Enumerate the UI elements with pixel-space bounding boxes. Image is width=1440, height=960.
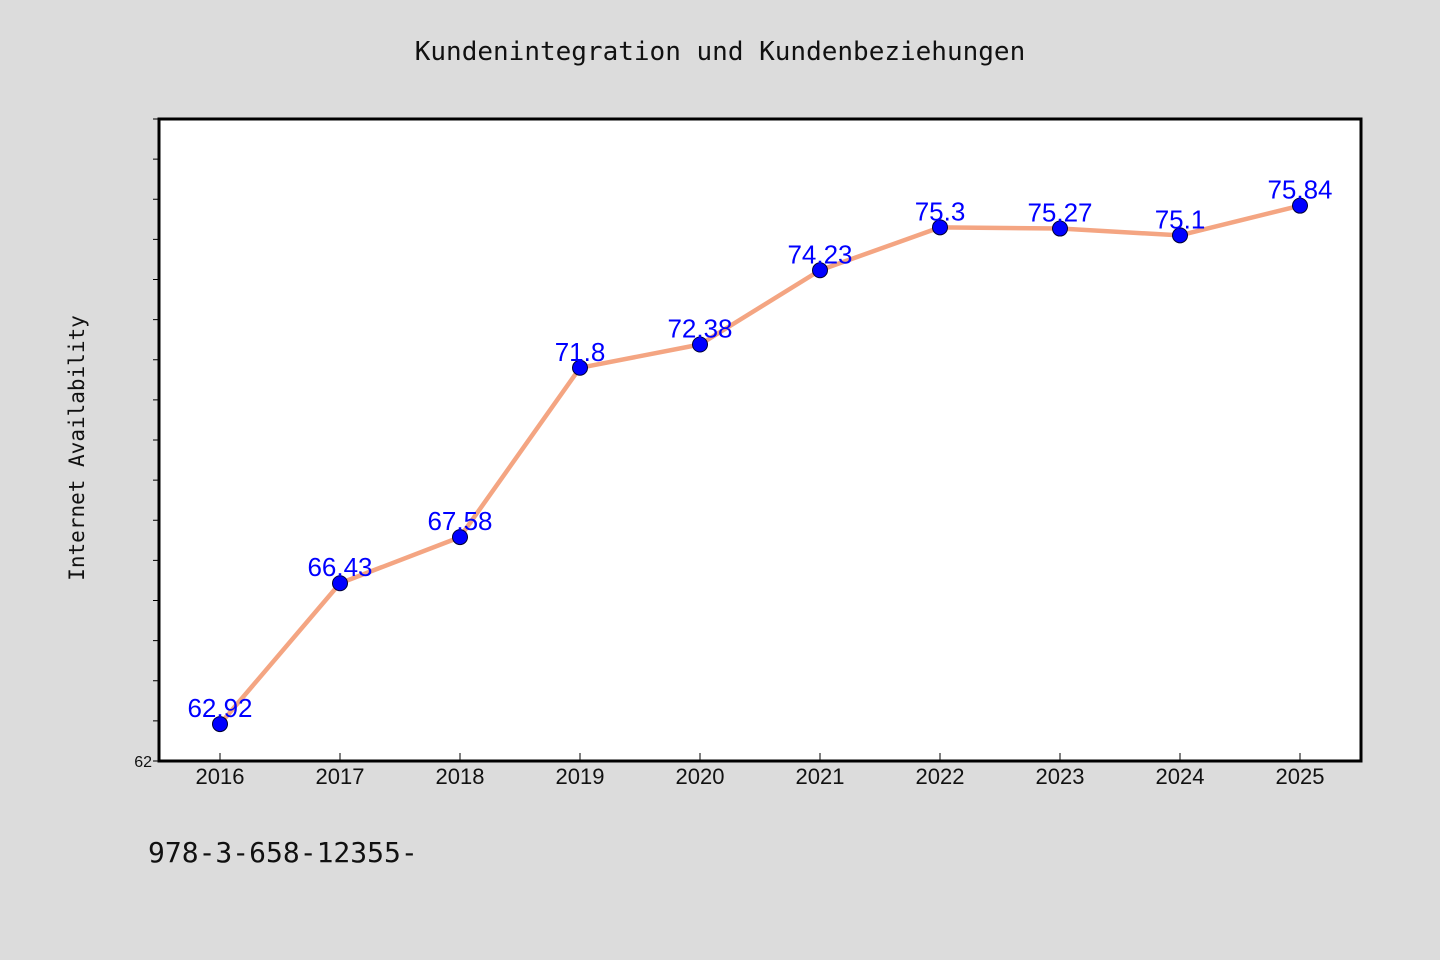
data-point: [812, 262, 828, 279]
x-tick-label: 2021: [796, 764, 845, 789]
x-tick-label: 2016: [196, 764, 245, 789]
y-axis-ticks: 62: [134, 118, 159, 771]
data-label: 62.92: [187, 693, 252, 723]
series-line-group: 62.92 66.43 67.58 71.8 72.38 74.23 75.3 75.27 75…: [187, 175, 1333, 733]
data-point: [1052, 220, 1068, 237]
x-tick-label: 2023: [1036, 764, 1085, 789]
data-point: [1292, 197, 1308, 214]
x-tick-label: 2024: [1156, 764, 1205, 789]
x-tick-label: 2022: [916, 764, 965, 789]
data-point: [332, 575, 348, 592]
data-point: [212, 716, 228, 733]
data-label: 75.1: [1155, 204, 1206, 234]
x-axis-ticks: 2016 2017 2018 2019 2020 2021 2022 2023 2024 2025: [196, 753, 1325, 789]
data-label: 75.27: [1027, 198, 1092, 228]
y-tick-label: 62: [134, 754, 152, 771]
x-tick-label: 2019: [556, 764, 605, 789]
footnote: 978-3-658-12355-: [148, 836, 418, 869]
data-label: 75.3: [915, 196, 966, 226]
series-line: [217, 203, 1303, 727]
data-label: 74.23: [787, 239, 852, 269]
x-tick-label: 2018: [436, 764, 485, 789]
x-tick-label: 2017: [316, 764, 365, 789]
y-axis-label: Internet Availability: [65, 315, 89, 581]
data-label: 72.38: [667, 314, 732, 344]
plot-area: [157, 117, 1363, 763]
data-label: 71.8: [555, 337, 606, 367]
data-label: 67.58: [427, 506, 492, 536]
data-label: 66.43: [307, 552, 372, 582]
data-point: [1172, 227, 1188, 244]
x-tick-label: 2025: [1276, 764, 1325, 789]
x-tick-label: 2020: [676, 764, 725, 789]
data-point: [692, 336, 708, 353]
data-point: [932, 219, 948, 236]
data-point: [452, 529, 468, 546]
data-label: 75.84: [1267, 175, 1332, 205]
data-point: [572, 359, 588, 376]
chart-title: Kundenintegration und Kundenbeziehungen: [415, 37, 1025, 67]
